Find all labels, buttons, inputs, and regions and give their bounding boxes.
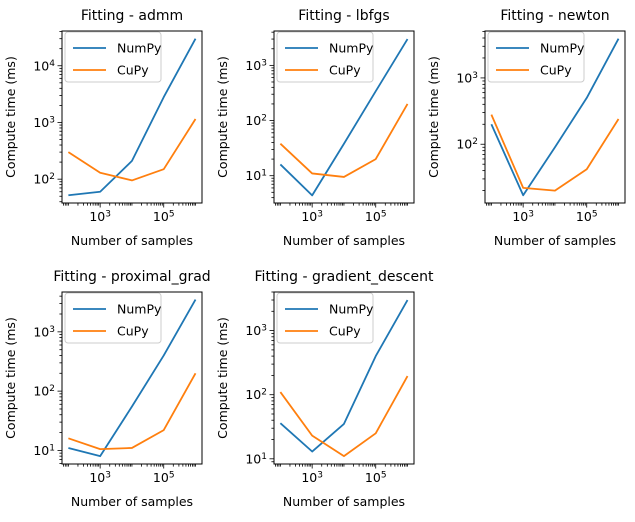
x-tick-label: 103 [301, 209, 323, 224]
legend-label-cupy: CuPy [329, 63, 361, 78]
numpy-line [279, 38, 409, 197]
y-axis-label: Compute time (ms) [215, 317, 230, 439]
x-axis-label: Number of samples [71, 233, 193, 248]
y-tick-label: 101 [245, 451, 267, 466]
subplot-fitting-gradient-descent: 103 105 101 102 103 Fitting - gradient_descen… [212, 261, 434, 522]
fitting-admm-chart: 103 105 102 103 104 Fitting - admm Number of s… [3, 8, 203, 248]
x-tick-label: 105 [576, 209, 598, 224]
y-tick-label: 104 [33, 58, 55, 73]
numpy-line [279, 299, 409, 453]
legend: NumPy CuPy [64, 292, 162, 344]
y-tick-label: 102 [245, 113, 267, 128]
subplot-fitting-proximal-grad: 103 105 101 102 103 Fitting - proximal_grad Nu… [0, 261, 212, 522]
x-tick-label: 105 [153, 470, 175, 485]
legend-label-cupy: CuPy [117, 324, 149, 339]
x-tick-label: 105 [153, 209, 175, 224]
y-tick-label: 101 [33, 443, 55, 458]
cupy-line [68, 372, 197, 451]
y-tick-label: 103 [456, 70, 478, 85]
axes-frame [61, 291, 203, 465]
y-tick-label: 103 [245, 323, 267, 338]
y-axis-label: Compute time (ms) [426, 56, 441, 178]
subplot-fitting-newton: 103 105 102 103 Fitting - newton Number of sa… [423, 0, 635, 261]
y-tick-label: 103 [245, 58, 267, 73]
legend-label-numpy: NumPy [117, 302, 162, 317]
axes-frame [484, 30, 626, 204]
x-axis-label: Number of samples [494, 233, 616, 248]
y-axis-label: Compute time (ms) [3, 56, 18, 178]
legend: NumPy CuPy [64, 31, 162, 83]
fitting-newton-chart: 103 105 102 103 Fitting - newton Number of sa… [426, 8, 626, 248]
axes-frame [273, 30, 415, 204]
y-tick-label: 103 [33, 324, 55, 339]
legend-label-numpy: NumPy [329, 302, 374, 317]
chart-title: Fitting - proximal_grad [53, 269, 210, 285]
legend-label-numpy: NumPy [329, 41, 374, 56]
chart-title: Fitting - gradient_descent [255, 269, 434, 285]
legend-label-cupy: CuPy [117, 63, 149, 78]
legend-label-cupy: CuPy [329, 324, 361, 339]
x-tick-label: 105 [365, 470, 387, 485]
chart-title: Fitting - lbfgs [298, 8, 389, 24]
subplot-fitting-admm: 103 105 102 103 104 Fitting - admm Number of s… [0, 0, 212, 261]
x-axis-label: Number of samples [71, 494, 193, 509]
axes-frame [273, 291, 415, 465]
numpy-line [68, 299, 197, 458]
y-tick-label: 102 [33, 384, 55, 399]
legend: NumPy CuPy [276, 292, 374, 344]
axes-frame [61, 30, 203, 204]
chart-title: Fitting - admm [81, 8, 183, 24]
y-tick-label: 101 [245, 168, 267, 183]
cupy-line [67, 118, 197, 182]
x-tick-label: 103 [89, 470, 111, 485]
legend-label-numpy: NumPy [117, 41, 162, 56]
fitting-lbfgs-chart: 103 105 101 102 103 Fitting - lbfgs Number of … [215, 8, 415, 248]
x-tick-label: 105 [365, 209, 387, 224]
fitting-gradient-descent-chart: 103 105 101 102 103 Fitting - gradient_descen… [215, 269, 434, 509]
chart-title: Fitting - newton [500, 8, 609, 24]
x-tick-label: 103 [89, 209, 111, 224]
cupy-line [490, 114, 620, 192]
numpy-line [68, 38, 197, 197]
legend: NumPy CuPy [487, 31, 585, 83]
cupy-line [279, 103, 409, 178]
legend-label-numpy: NumPy [540, 41, 585, 56]
x-tick-label: 103 [512, 209, 534, 224]
fitting-proximal-grad-chart: 103 105 101 102 103 Fitting - proximal_grad Nu… [3, 269, 211, 509]
subplot-fitting-lbfgs: 103 105 101 102 103 Fitting - lbfgs Number of … [212, 0, 424, 261]
x-axis-label: Number of samples [283, 233, 405, 248]
legend: NumPy CuPy [276, 31, 374, 83]
legend-label-cupy: CuPy [540, 63, 572, 78]
y-axis-label: Compute time (ms) [215, 56, 230, 178]
y-tick-label: 102 [245, 387, 267, 402]
x-axis-label: Number of samples [283, 494, 405, 509]
y-tick-label: 103 [33, 115, 55, 130]
cupy-line [279, 375, 409, 458]
x-tick-label: 103 [301, 470, 323, 485]
y-tick-label: 102 [456, 137, 478, 152]
y-tick-label: 102 [33, 172, 55, 187]
y-axis-label: Compute time (ms) [3, 317, 18, 439]
numpy-line [490, 38, 620, 197]
